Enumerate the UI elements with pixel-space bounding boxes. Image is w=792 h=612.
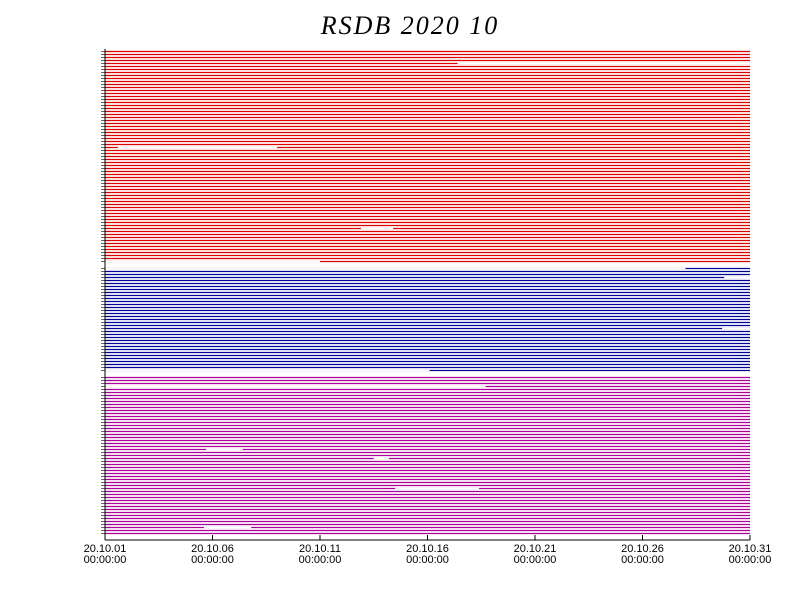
x-tick-label: 20.10.26 00:00:00 bbox=[621, 543, 664, 566]
x-tick-label: 20.10.11 00:00:00 bbox=[298, 543, 342, 566]
x-tick-label: 20.10.06 00:00:00 bbox=[191, 543, 234, 566]
x-tick-label: 20.10.16 00:00:00 bbox=[406, 543, 449, 566]
x-tick-label: 20.10.01 00:00:00 bbox=[83, 543, 127, 566]
chart-title: RSDB 2020 10 bbox=[320, 11, 500, 40]
x-tick-label: 20.10.21 00:00:00 bbox=[513, 543, 557, 566]
x-tick-label: 20.10.31 00:00:00 bbox=[728, 543, 772, 566]
